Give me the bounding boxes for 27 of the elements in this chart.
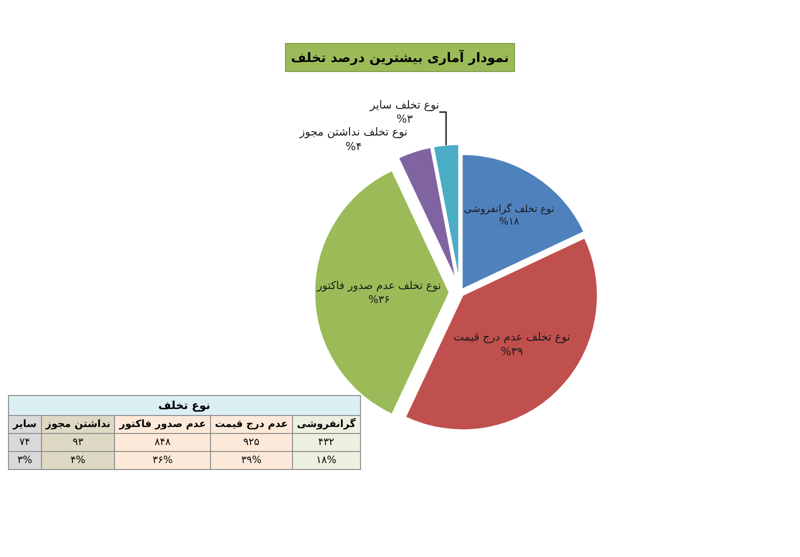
data-label: %۳۶ <box>368 292 390 306</box>
category-label: نداشتن مجوز <box>41 416 115 434</box>
data-label: ۹۳ <box>41 434 115 452</box>
slice-label: نوع تخلف سایر <box>369 98 440 112</box>
data-label: ۳۶% <box>114 452 210 470</box>
slice-label: نوع تخلف گرانفروشی <box>464 202 554 215</box>
slice-label: نوع تخلف عدم درج قیمت <box>454 330 570 344</box>
data-label: ۴% <box>41 452 115 470</box>
category-label: سایر <box>8 416 42 434</box>
data-label: ۱۸% <box>292 452 360 470</box>
slice-label: نوع تخلف نداشتن مجوز <box>298 126 408 139</box>
chart-title: نمودار آماری بیشترین درصد تخلف <box>291 49 509 66</box>
data-label: ۹۲۵ <box>210 434 292 452</box>
category-label: عدم صدور فاکتور <box>114 416 210 434</box>
data-label: ۷۴ <box>8 434 42 452</box>
slice-label: نوع تخلف عدم صدور فاکتور <box>316 278 442 292</box>
data-label: %۳۹ <box>500 344 524 358</box>
category-label: عدم درج قیمت <box>210 416 292 434</box>
data-label: %۳ <box>396 112 413 126</box>
text: نوع تخلف <box>8 396 360 416</box>
data-label: ۴۳۲ <box>292 434 360 452</box>
data-label: ۸۴۸ <box>114 434 210 452</box>
data-label: ۳% <box>8 452 42 470</box>
category-label: گرانفروشی <box>292 416 360 434</box>
data-label: ۳۹% <box>210 452 292 470</box>
data-label: %۱۸ <box>499 216 520 228</box>
data-label: %۴ <box>345 140 362 153</box>
